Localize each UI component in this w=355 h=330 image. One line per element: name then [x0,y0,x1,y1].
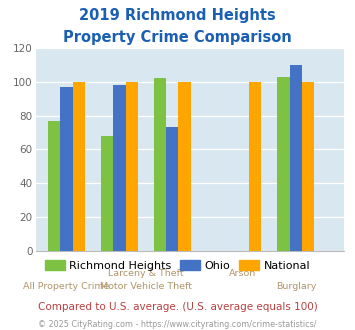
Bar [101,136,113,251]
Bar [60,87,72,251]
Text: 2019 Richmond Heights: 2019 Richmond Heights [79,8,276,23]
Bar [290,65,302,251]
Bar [166,127,179,251]
Text: Arson: Arson [229,269,257,278]
Bar [154,78,166,251]
Text: © 2025 CityRating.com - https://www.cityrating.com/crime-statistics/: © 2025 CityRating.com - https://www.city… [38,320,317,329]
Text: Motor Vehicle Theft: Motor Vehicle Theft [100,282,192,291]
Bar [302,82,314,251]
Bar [72,82,85,251]
Bar [126,82,138,251]
Legend: Richmond Heights, Ohio, National: Richmond Heights, Ohio, National [40,256,315,276]
Text: Compared to U.S. average. (U.S. average equals 100): Compared to U.S. average. (U.S. average … [38,302,317,312]
Bar [249,82,261,251]
Text: Larceny & Theft: Larceny & Theft [108,269,184,278]
Bar [179,82,191,251]
Bar [113,85,126,251]
Bar [277,77,290,251]
Text: All Property Crime: All Property Crime [23,282,110,291]
Text: Burglary: Burglary [275,282,316,291]
Text: Property Crime Comparison: Property Crime Comparison [63,30,292,45]
Bar [48,120,60,251]
